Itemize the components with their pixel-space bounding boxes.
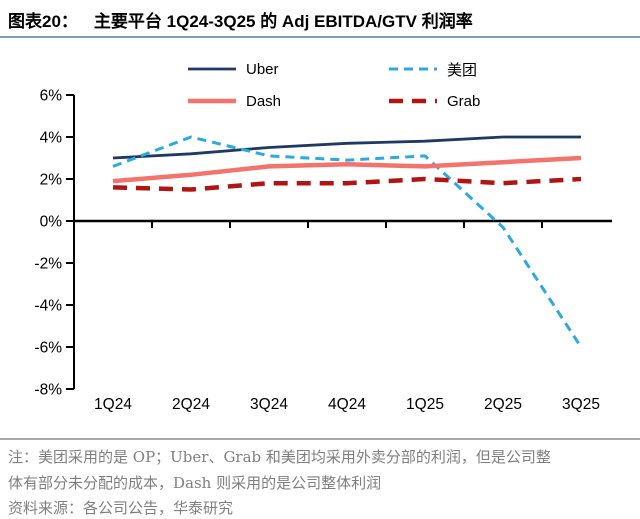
figure-label: 图表20：: [8, 12, 78, 31]
x-tick-label: 1Q25: [406, 396, 444, 413]
legend-line-sample-uber: [188, 67, 236, 71]
y-tick-label: -6%: [34, 340, 62, 357]
y-tick-label: 0%: [40, 214, 63, 231]
x-tick-label: 4Q24: [328, 396, 366, 413]
title-underline: [0, 36, 640, 38]
series-line-grab: [112, 176, 582, 192]
legend-label-dash: Dash: [246, 92, 282, 110]
y-tick-label: 4%: [40, 130, 63, 147]
y-tick-label: 2%: [40, 172, 63, 189]
x-tick-label: 3Q24: [250, 396, 288, 413]
y-tick-label: -2%: [34, 256, 62, 273]
series-line-uber: [112, 135, 581, 160]
footnote: 注：美团采用的是 OP；Uber、Grab 和美团均采用外卖分部的利润，但是公司…: [8, 445, 636, 519]
series-line-meituan: [112, 135, 583, 348]
x-tick-label: 3Q25: [562, 396, 600, 413]
figure-header: 图表20： 主要平台 1Q24-3Q25 的 Adj EBITDA/GTV 利润率: [8, 7, 473, 32]
legend-item-grab: Grab: [388, 85, 558, 117]
legend-label-uber: Uber: [246, 60, 279, 78]
legend-line-sample-meituan: [389, 67, 437, 71]
legend-label-meituan: 美团: [447, 61, 478, 79]
x-tick-label: 1Q24: [94, 396, 132, 413]
chart-legend: Uber 美团 Dash Grab: [187, 53, 558, 117]
series-line-dash: [112, 155, 582, 184]
legend-item-dash: Dash: [187, 85, 388, 117]
x-tick-label: 2Q24: [172, 396, 210, 413]
legend-line-sample-grab: [389, 98, 437, 104]
legend-item-uber: Uber: [187, 53, 388, 85]
x-tick-label: 2Q25: [484, 396, 522, 413]
legend-line-sample-dash: [188, 98, 236, 104]
y-tick-label: 6%: [40, 88, 63, 105]
legend-item-meituan: 美团: [388, 53, 558, 85]
footnote-line-2: 体有部分未分配的成本，Dash 则采用的是公司整体利润: [8, 473, 382, 492]
footer-divider: [0, 438, 640, 440]
figure-title: 主要平台 1Q24-3Q25 的 Adj EBITDA/GTV 利润率: [93, 12, 473, 31]
footnote-line-1: 注：美团采用的是 OP；Uber、Grab 和美团均采用外卖分部的利润，但是公司…: [8, 448, 551, 466]
source-line: 资料来源：各公司公告，华泰研究: [8, 499, 234, 517]
y-tick-label: -4%: [34, 298, 62, 315]
y-tick-label: -8%: [34, 382, 62, 399]
legend-label-grab: Grab: [447, 92, 481, 110]
